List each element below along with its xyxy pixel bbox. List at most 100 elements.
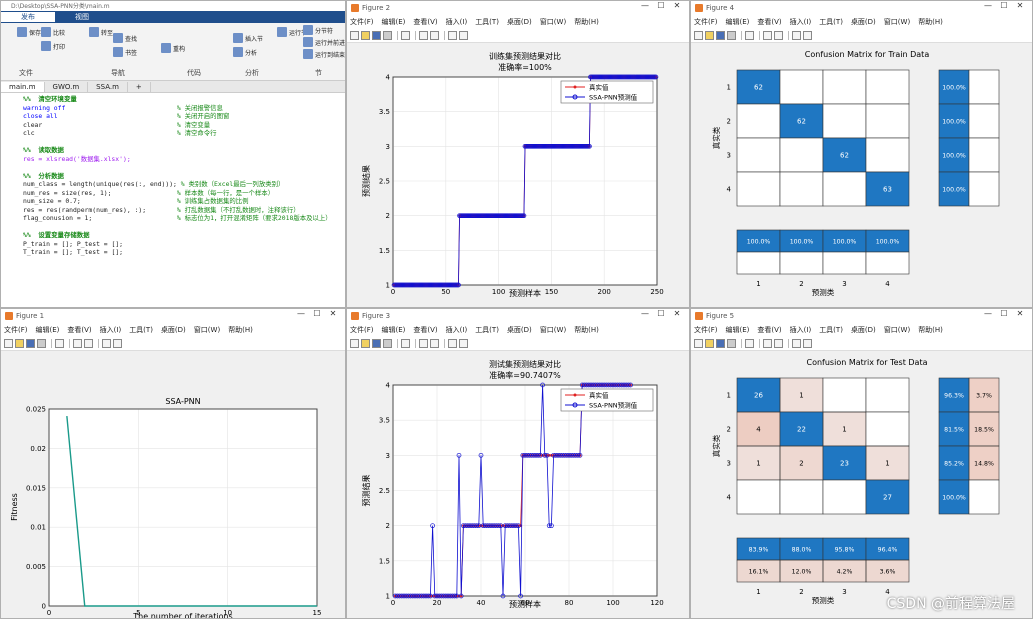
menu-item[interactable]: 查看(V) <box>67 326 92 334</box>
tab-ssa[interactable]: SSA.m <box>88 82 128 92</box>
menu-item[interactable]: 帮助(H) <box>228 326 253 334</box>
close-button[interactable]: ✕ <box>1016 1 1024 10</box>
run-to-end-button[interactable]: 运行到结束 <box>303 49 345 59</box>
dock-icon[interactable] <box>459 339 468 348</box>
menu-item[interactable]: 编辑(E) <box>725 18 750 26</box>
save-icon[interactable] <box>372 339 381 348</box>
menu-item[interactable]: 文件(F) <box>694 326 718 334</box>
minimize-button[interactable]: — <box>641 1 649 10</box>
compare-button[interactable]: 比较 <box>41 27 65 37</box>
close-button[interactable]: ✕ <box>329 309 337 318</box>
close-button[interactable]: ✕ <box>1016 309 1024 318</box>
menu-item[interactable]: 文件(F) <box>694 18 718 26</box>
menu-item[interactable]: 窗口(W) <box>883 326 911 334</box>
minimize-button[interactable]: — <box>641 309 649 318</box>
menu-item[interactable]: 查看(V) <box>757 18 782 26</box>
find-button[interactable]: 查找 <box>113 33 137 43</box>
save-icon[interactable] <box>716 339 725 348</box>
maximize-button[interactable]: ☐ <box>1000 1 1008 10</box>
legend-icon[interactable] <box>430 31 439 40</box>
insert-section-button[interactable]: 插入节 <box>233 33 263 43</box>
menu-item[interactable]: 帮助(H) <box>574 18 599 26</box>
run-section-button[interactable]: 运行节 <box>277 27 307 37</box>
new-icon[interactable] <box>350 31 359 40</box>
print-icon[interactable] <box>383 31 392 40</box>
maximize-button[interactable]: ☐ <box>657 309 665 318</box>
dock-icon[interactable] <box>803 339 812 348</box>
run-advance-button[interactable]: 运行并前进 <box>303 37 345 47</box>
pointer-icon[interactable] <box>448 31 457 40</box>
maximize-button[interactable]: ☐ <box>313 309 321 318</box>
pointer-icon[interactable] <box>792 339 801 348</box>
minimize-button[interactable]: — <box>984 309 992 318</box>
open-icon[interactable] <box>705 339 714 348</box>
dock-icon[interactable] <box>459 31 468 40</box>
menu-item[interactable]: 帮助(H) <box>918 326 943 334</box>
menu-item[interactable]: 插入(I) <box>445 326 468 334</box>
dock-icon[interactable] <box>113 339 122 348</box>
dock-icon[interactable] <box>803 31 812 40</box>
menu-item[interactable]: 窗口(W) <box>539 326 567 334</box>
tab-gwo[interactable]: GWO.m <box>45 82 89 92</box>
menu-item[interactable]: 编辑(E) <box>725 326 750 334</box>
code-area[interactable]: %% 清空环境变量 warning off % 关闭报警信息 close all %… <box>1 93 345 257</box>
menu-item[interactable]: 桌面(D) <box>506 326 532 334</box>
close-button[interactable]: ✕ <box>673 309 681 318</box>
new-icon[interactable] <box>694 31 703 40</box>
menu-item[interactable]: 工具(T) <box>129 326 153 334</box>
link-icon[interactable] <box>745 31 754 40</box>
print-icon[interactable] <box>727 31 736 40</box>
pointer-icon[interactable] <box>448 339 457 348</box>
menu-item[interactable]: 插入(I) <box>789 326 812 334</box>
ribbon-tab-publish[interactable]: 发布 <box>1 12 55 22</box>
new-icon[interactable] <box>4 339 13 348</box>
menu-item[interactable]: 桌面(D) <box>160 326 186 334</box>
menu-item[interactable]: 桌面(D) <box>850 18 876 26</box>
link-icon[interactable] <box>401 339 410 348</box>
menu-item[interactable]: 工具(T) <box>475 18 499 26</box>
print-icon[interactable] <box>727 339 736 348</box>
menu-item[interactable]: 文件(F) <box>350 326 374 334</box>
menu-item[interactable]: 文件(F) <box>4 326 28 334</box>
print-button[interactable]: 打印 <box>41 41 65 51</box>
link-icon[interactable] <box>55 339 64 348</box>
colorbar-icon[interactable] <box>73 339 82 348</box>
link-icon[interactable] <box>745 339 754 348</box>
legend-icon[interactable] <box>84 339 93 348</box>
open-icon[interactable] <box>361 339 370 348</box>
menu-item[interactable]: 查看(V) <box>757 326 782 334</box>
bookmark-button[interactable]: 书签 <box>113 47 137 57</box>
legend-icon[interactable] <box>774 31 783 40</box>
pointer-icon[interactable] <box>102 339 111 348</box>
save-button[interactable]: 保存 <box>17 27 41 37</box>
menu-item[interactable]: 窗口(W) <box>539 18 567 26</box>
ribbon-tab-view[interactable]: 视图 <box>75 13 89 21</box>
menu-item[interactable]: 查看(V) <box>413 18 438 26</box>
menu-item[interactable]: 工具(T) <box>819 326 843 334</box>
menu-item[interactable]: 窗口(W) <box>193 326 221 334</box>
maximize-button[interactable]: ☐ <box>1000 309 1008 318</box>
menu-item[interactable]: 桌面(D) <box>506 18 532 26</box>
open-icon[interactable] <box>15 339 24 348</box>
analyze-button[interactable]: 分析 <box>233 47 257 57</box>
pointer-icon[interactable] <box>792 31 801 40</box>
minimize-button[interactable]: — <box>297 309 305 318</box>
print-icon[interactable] <box>383 339 392 348</box>
menu-item[interactable]: 查看(V) <box>413 326 438 334</box>
colorbar-icon[interactable] <box>419 339 428 348</box>
minimize-button[interactable]: — <box>984 1 992 10</box>
section-break-button[interactable]: 分节符 <box>303 25 333 35</box>
legend-icon[interactable] <box>430 339 439 348</box>
menu-item[interactable]: 工具(T) <box>819 18 843 26</box>
save-icon[interactable] <box>716 31 725 40</box>
menu-item[interactable]: 帮助(H) <box>918 18 943 26</box>
refactor-button[interactable]: 重构 <box>161 43 185 53</box>
goto-button[interactable]: 转至 <box>89 27 113 37</box>
menu-item[interactable]: 文件(F) <box>350 18 374 26</box>
print-icon[interactable] <box>37 339 46 348</box>
menu-item[interactable]: 编辑(E) <box>381 326 406 334</box>
menu-item[interactable]: 编辑(E) <box>381 18 406 26</box>
menu-item[interactable]: 帮助(H) <box>574 326 599 334</box>
